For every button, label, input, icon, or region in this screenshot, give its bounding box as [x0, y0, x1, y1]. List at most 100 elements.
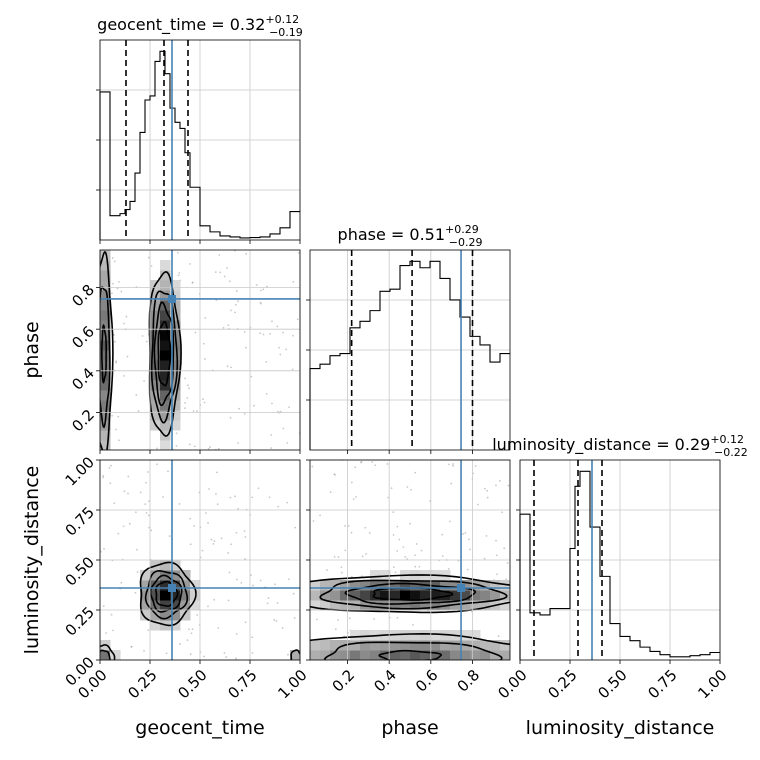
scatter-point: [223, 275, 226, 278]
scatter-point: [268, 496, 271, 499]
scatter-point: [136, 571, 139, 573]
density-cell: [140, 570, 151, 581]
density-cell: [450, 580, 461, 591]
scatter-point: [394, 571, 397, 574]
density-cell: [100, 260, 111, 271]
scatter-point: [209, 446, 211, 448]
scatter-point: [143, 380, 145, 382]
density-cell: [150, 390, 161, 401]
density-cell: [160, 410, 171, 421]
density-cell: [480, 640, 491, 651]
density-cell: [170, 420, 181, 431]
scatter-point: [441, 533, 444, 536]
density-cell: [100, 320, 111, 331]
density-cell: [160, 280, 171, 291]
scatter-point: [105, 632, 107, 634]
scatter-point: [406, 486, 409, 488]
y-tick-label: 1.00: [62, 453, 98, 489]
scatter-point: [235, 531, 238, 534]
scatter-point: [262, 333, 265, 336]
title-value: luminosity_distance = 0.29: [492, 435, 710, 455]
scatter-point: [278, 346, 281, 349]
x-tick-label: 0.75: [644, 666, 680, 702]
scatter-point: [191, 628, 194, 631]
x-tick-label: 0.00: [494, 666, 530, 702]
density-cell: [100, 440, 111, 450]
scatter-point: [147, 514, 150, 517]
scatter-point: [296, 318, 299, 321]
scatter-point: [114, 428, 117, 431]
density-cell: [160, 290, 171, 301]
density-cell: [450, 590, 461, 601]
panel-frame: [309, 249, 511, 451]
scatter-point: [150, 529, 153, 532]
density-cell: [460, 650, 471, 660]
scatter-point: [168, 535, 171, 537]
scatter-point: [217, 447, 220, 450]
scatter-point: [347, 525, 350, 527]
panel-frame: [519, 459, 721, 661]
truth-marker: [168, 584, 176, 592]
scatter-point: [196, 614, 199, 616]
hist-grid: [306, 299, 510, 401]
density-cell: [410, 590, 421, 601]
scatter-point: [193, 445, 196, 448]
scatter-point: [235, 290, 238, 292]
scatter-point: [237, 300, 239, 303]
density-cell: [460, 590, 471, 601]
x-tick-label: 0.4: [370, 666, 400, 696]
scatter-point: [178, 643, 181, 645]
scatter-point: [274, 583, 276, 586]
scatter-point: [252, 584, 254, 587]
scatter-point: [505, 578, 507, 581]
scatter-point: [449, 520, 451, 523]
scatter-point: [208, 488, 210, 490]
density-cell: [480, 650, 491, 660]
density-cell: [480, 590, 491, 601]
panel-title-phase: phase = 0.51+0.29 −0.29: [338, 223, 483, 249]
density-cell: [150, 370, 161, 381]
density-cell: [160, 360, 171, 371]
contour-line: [372, 587, 454, 601]
density-cell: [470, 600, 481, 611]
panel-frame: [99, 249, 301, 451]
scatter-point: [189, 262, 191, 265]
density-cell: [390, 590, 401, 601]
panel-grid: [347, 250, 473, 454]
density-cell: [380, 570, 391, 581]
scatter-point: [188, 628, 190, 631]
scatter-point: [486, 489, 489, 492]
density-cell: [160, 610, 171, 621]
scatter-point: [291, 368, 294, 371]
scatter-point: [112, 629, 114, 632]
x-tick-label: 0.6: [412, 666, 442, 696]
x-tick-label: 0.25: [124, 666, 160, 702]
scatter-point: [191, 281, 194, 284]
density-cell: [150, 380, 161, 391]
scatter-point: [464, 532, 467, 534]
scatter-point: [286, 442, 289, 444]
scatter-point: [412, 623, 414, 626]
scatter-point: [276, 602, 279, 604]
contour-line: [344, 582, 477, 605]
scatter-point: [229, 416, 232, 419]
scatter-point: [134, 511, 137, 514]
scatter-points: [100, 463, 297, 660]
scatter-point: [326, 569, 328, 571]
scatter-point: [398, 538, 401, 541]
density-cell: [320, 600, 331, 611]
density-cell: [160, 560, 171, 571]
hist-grid: [516, 509, 720, 611]
density-cell: [340, 650, 351, 660]
scatter-point: [273, 619, 276, 621]
x-axis-label-geocent_time: geocent_time: [135, 717, 264, 739]
histogram-phase: [309, 260, 510, 450]
scatter-point: [269, 332, 272, 335]
scatter-point: [279, 353, 282, 356]
scatter-point: [227, 552, 230, 554]
scatter-point: [243, 412, 246, 415]
density-cell: [150, 600, 161, 611]
scatter-point: [477, 503, 479, 506]
scatter-point: [260, 302, 263, 305]
scatter-point: [293, 617, 296, 620]
